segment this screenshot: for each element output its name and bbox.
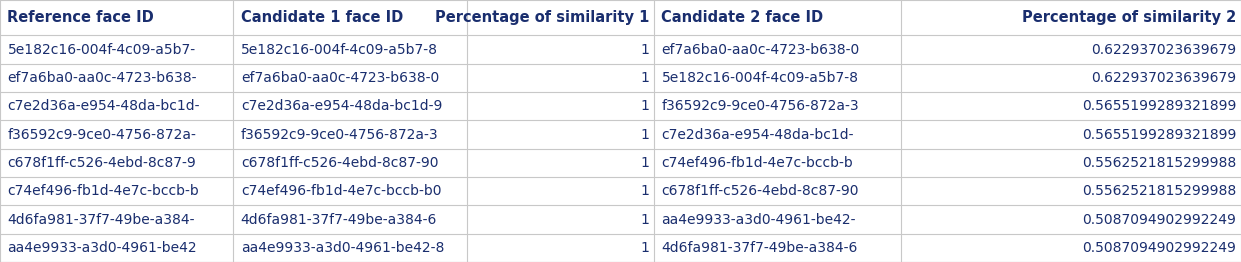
- Bar: [0, 177, 1241, 205]
- Text: 1: 1: [640, 42, 649, 57]
- Text: 0.5655199289321899: 0.5655199289321899: [1082, 128, 1236, 141]
- Text: Candidate 2 face ID: Candidate 2 face ID: [661, 10, 824, 25]
- Text: 1: 1: [640, 71, 649, 85]
- Text: 4d6fa981-37f7-49be-a384-6: 4d6fa981-37f7-49be-a384-6: [241, 212, 437, 227]
- Text: c74ef496-fb1d-4e7c-bccb-b: c74ef496-fb1d-4e7c-bccb-b: [661, 156, 854, 170]
- Text: c7e2d36a-e954-48da-bc1d-9: c7e2d36a-e954-48da-bc1d-9: [241, 99, 442, 113]
- Text: 0.5562521815299988: 0.5562521815299988: [1082, 184, 1236, 198]
- Text: Percentage of similarity 2: Percentage of similarity 2: [1021, 10, 1236, 25]
- Text: 5e182c16-004f-4c09-a5b7-8: 5e182c16-004f-4c09-a5b7-8: [241, 42, 438, 57]
- Text: c7e2d36a-e954-48da-bc1d-: c7e2d36a-e954-48da-bc1d-: [661, 128, 854, 141]
- Text: aa4e9933-a3d0-4961-be42: aa4e9933-a3d0-4961-be42: [7, 241, 197, 255]
- Bar: [0, 0, 1241, 35]
- Text: 1: 1: [640, 128, 649, 141]
- Bar: [0, 92, 1241, 120]
- Text: c74ef496-fb1d-4e7c-bccb-b: c74ef496-fb1d-4e7c-bccb-b: [7, 184, 200, 198]
- Text: 0.5562521815299988: 0.5562521815299988: [1082, 156, 1236, 170]
- Text: 0.622937023639679: 0.622937023639679: [1091, 42, 1236, 57]
- Text: f36592c9-9ce0-4756-872a-3: f36592c9-9ce0-4756-872a-3: [241, 128, 438, 141]
- Text: ef7a6ba0-aa0c-4723-b638-0: ef7a6ba0-aa0c-4723-b638-0: [241, 71, 439, 85]
- Bar: [0, 205, 1241, 234]
- Text: f36592c9-9ce0-4756-872a-3: f36592c9-9ce0-4756-872a-3: [661, 99, 859, 113]
- Text: ef7a6ba0-aa0c-4723-b638-: ef7a6ba0-aa0c-4723-b638-: [7, 71, 197, 85]
- Text: ef7a6ba0-aa0c-4723-b638-0: ef7a6ba0-aa0c-4723-b638-0: [661, 42, 860, 57]
- Text: 1: 1: [640, 241, 649, 255]
- Text: c74ef496-fb1d-4e7c-bccb-b0: c74ef496-fb1d-4e7c-bccb-b0: [241, 184, 442, 198]
- Text: 0.5655199289321899: 0.5655199289321899: [1082, 99, 1236, 113]
- Text: c678f1ff-c526-4ebd-8c87-90: c678f1ff-c526-4ebd-8c87-90: [661, 184, 859, 198]
- Text: c7e2d36a-e954-48da-bc1d-: c7e2d36a-e954-48da-bc1d-: [7, 99, 200, 113]
- Text: 0.5087094902992249: 0.5087094902992249: [1082, 212, 1236, 227]
- Bar: [0, 149, 1241, 177]
- Text: 5e182c16-004f-4c09-a5b7-8: 5e182c16-004f-4c09-a5b7-8: [661, 71, 859, 85]
- Bar: [0, 234, 1241, 262]
- Text: aa4e9933-a3d0-4961-be42-: aa4e9933-a3d0-4961-be42-: [661, 212, 856, 227]
- Bar: [0, 120, 1241, 149]
- Text: c678f1ff-c526-4ebd-8c87-90: c678f1ff-c526-4ebd-8c87-90: [241, 156, 438, 170]
- Text: 1: 1: [640, 184, 649, 198]
- Bar: [0, 35, 1241, 64]
- Text: Percentage of similarity 1: Percentage of similarity 1: [434, 10, 649, 25]
- Text: 1: 1: [640, 156, 649, 170]
- Text: 5e182c16-004f-4c09-a5b7-: 5e182c16-004f-4c09-a5b7-: [7, 42, 196, 57]
- Text: 1: 1: [640, 99, 649, 113]
- Text: aa4e9933-a3d0-4961-be42-8: aa4e9933-a3d0-4961-be42-8: [241, 241, 444, 255]
- Text: 0.5087094902992249: 0.5087094902992249: [1082, 241, 1236, 255]
- Text: f36592c9-9ce0-4756-872a-: f36592c9-9ce0-4756-872a-: [7, 128, 196, 141]
- Bar: [0, 64, 1241, 92]
- Text: 0.622937023639679: 0.622937023639679: [1091, 71, 1236, 85]
- Text: 4d6fa981-37f7-49be-a384-6: 4d6fa981-37f7-49be-a384-6: [661, 241, 858, 255]
- Text: c678f1ff-c526-4ebd-8c87-9: c678f1ff-c526-4ebd-8c87-9: [7, 156, 196, 170]
- Text: Candidate 1 face ID: Candidate 1 face ID: [241, 10, 403, 25]
- Text: Reference face ID: Reference face ID: [7, 10, 154, 25]
- Text: 4d6fa981-37f7-49be-a384-: 4d6fa981-37f7-49be-a384-: [7, 212, 195, 227]
- Text: 1: 1: [640, 212, 649, 227]
